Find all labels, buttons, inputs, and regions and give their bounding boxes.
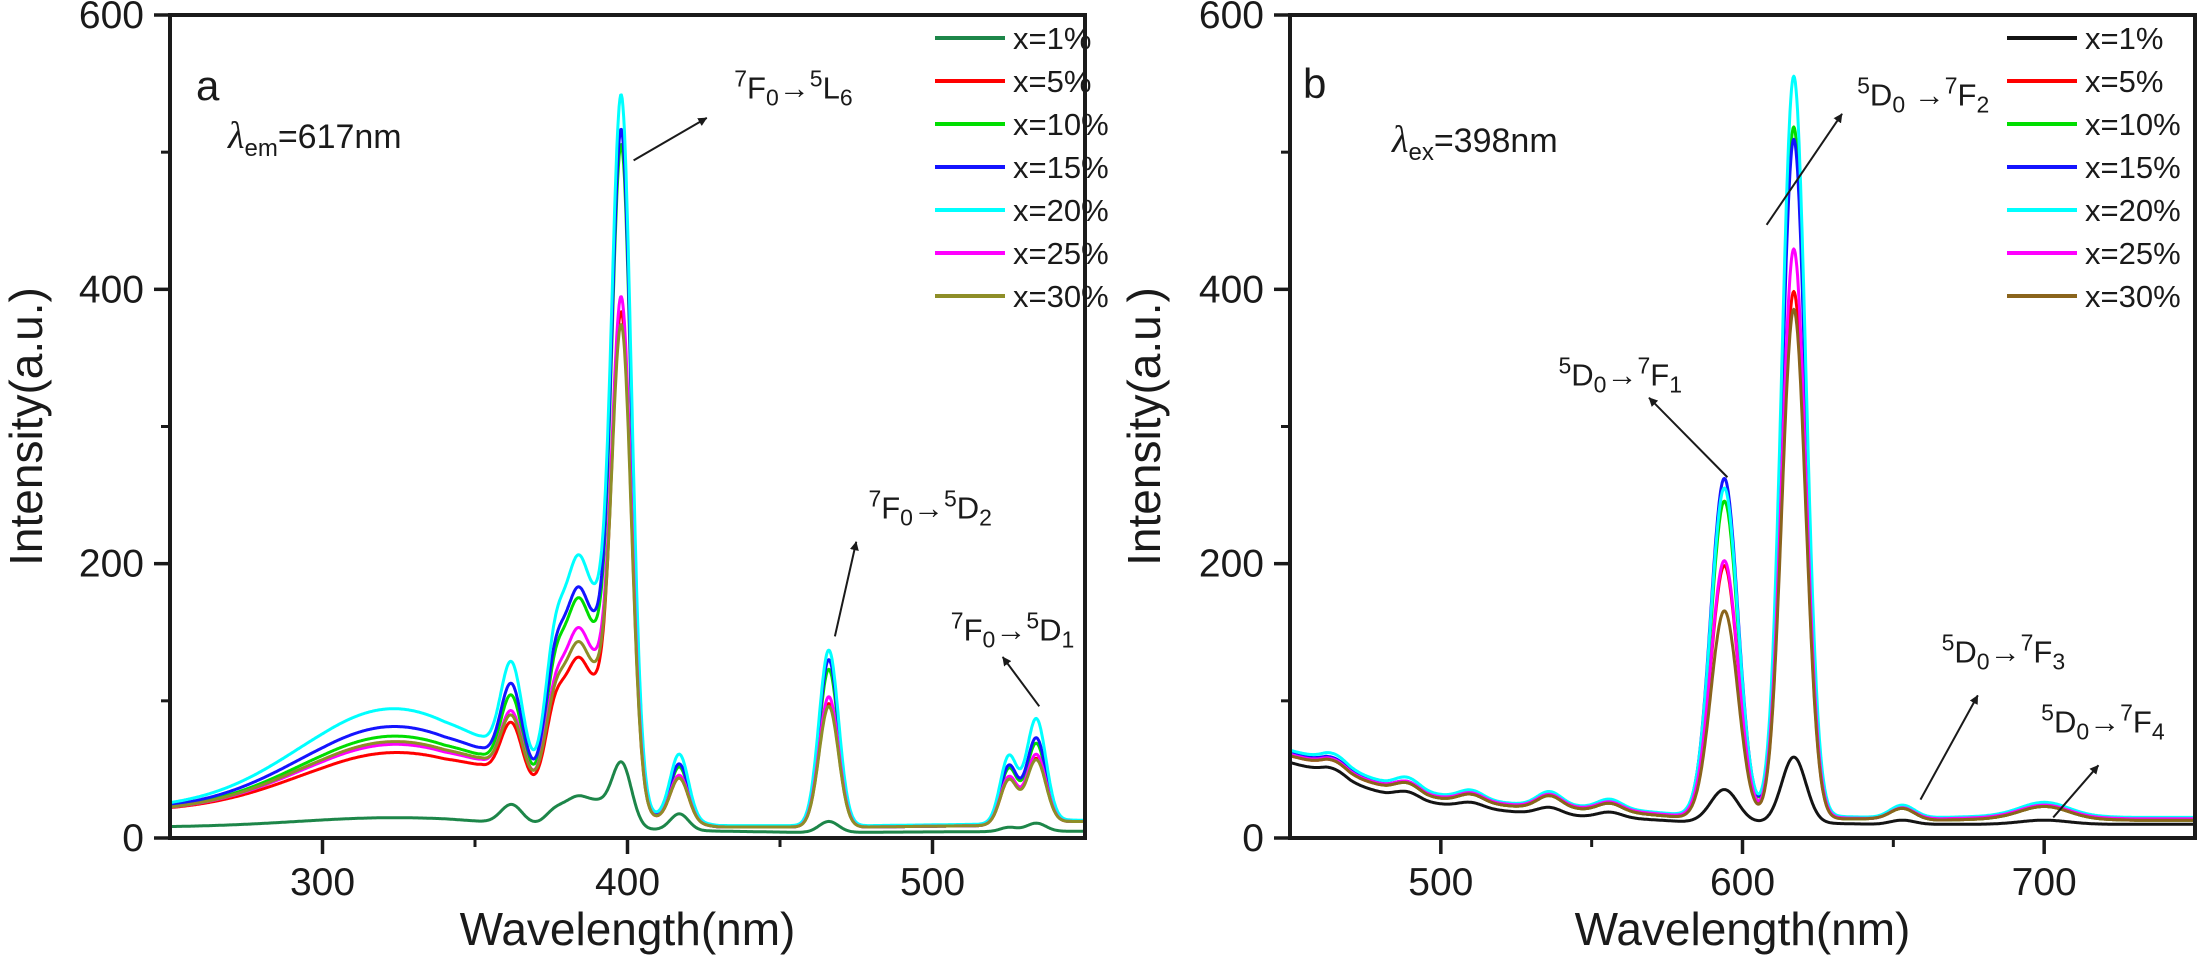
series-curve-x-1- [170, 760, 1085, 834]
series-curve-x-1- [1290, 755, 2195, 826]
y-tick-label: 600 [79, 0, 144, 37]
annotation-label: 7F0→5D1 [951, 607, 1075, 652]
legend-label: x=5% [1013, 64, 1091, 99]
annotation-arrow [2052, 764, 2100, 819]
x-axis-title: Wavelength(nm) [1575, 903, 1911, 955]
legend-label: x=30% [2085, 279, 2181, 314]
panel-a: 300 400 500 0 200 400 600 Wavelength(nm) Intensi… [0, 0, 1109, 955]
y-tick-label: 400 [1199, 268, 1264, 311]
y-tick-label: 600 [1199, 0, 1264, 37]
y-axis-title: Intensity(a.u.) [0, 287, 52, 566]
condition-label: λex=398nm [1391, 119, 1558, 166]
legend-label: x=10% [2085, 107, 2181, 142]
y-tick-label: 400 [79, 268, 144, 311]
legend-label: x=20% [2085, 193, 2181, 228]
annotation-arrow [833, 541, 859, 637]
annotation-arrow [1648, 396, 1729, 478]
legend-label: x=1% [2085, 21, 2163, 56]
panel-label: b [1303, 60, 1326, 107]
annotation-label: 7F0→5D2 [868, 485, 992, 530]
condition-label: λem=617nm [227, 115, 402, 162]
x-tick-label: 300 [290, 861, 355, 904]
annotation-arrow [1919, 694, 1979, 801]
series-curve-x-20- [1290, 74, 2195, 819]
legend-label: x=25% [1013, 236, 1109, 271]
annotation-label: 5D0→7F1 [1558, 352, 1682, 397]
annotation-label: 5D0→7F3 [1942, 629, 2066, 674]
legend-label: x=15% [1013, 150, 1109, 185]
legend-label: x=10% [1013, 107, 1109, 142]
series-curve-x-30- [170, 323, 1085, 829]
y-axis-title: Intensity(a.u.) [1118, 287, 1170, 566]
legend-label: x=1% [1013, 21, 1091, 56]
y-tick-label: 200 [1199, 543, 1264, 586]
x-tick-label: 500 [1408, 861, 1473, 904]
annotation-arrow [1765, 113, 1843, 226]
annotation-label: 5D0→7F4 [2041, 699, 2165, 744]
legend-label: x=25% [2085, 236, 2181, 271]
series-curve-x-20- [170, 93, 1085, 828]
legend-label: x=30% [1013, 279, 1109, 314]
series-curve-x-25- [170, 295, 1085, 829]
y-tick-label: 200 [79, 543, 144, 586]
y-tick-label: 0 [1242, 817, 1264, 860]
x-tick-label: 700 [2012, 861, 2077, 904]
x-tick-label: 400 [595, 861, 660, 904]
x-tick-label: 500 [900, 861, 965, 904]
annotation-arrow [633, 117, 708, 162]
annotation-label: 7F0→5L6 [734, 66, 852, 111]
x-tick-label: 600 [1710, 861, 1775, 904]
panel-b: 500 600 7000200400600Wavelength(nm)Intensi… [1118, 0, 2197, 955]
annotation-label: 5D0 →7F2 [1857, 73, 1989, 118]
legend-label: x=5% [2085, 64, 2163, 99]
panel-label: a [196, 62, 220, 109]
annotation-arrow [1001, 656, 1041, 707]
x-axis-title: Wavelength(nm) [460, 903, 796, 955]
curves [1290, 74, 2195, 826]
series-curve-x-30- [1290, 307, 2195, 822]
legend-label: x=20% [1013, 193, 1109, 228]
y-tick-label: 0 [122, 817, 144, 860]
curves [170, 93, 1085, 834]
legend-label: x=15% [2085, 150, 2181, 185]
